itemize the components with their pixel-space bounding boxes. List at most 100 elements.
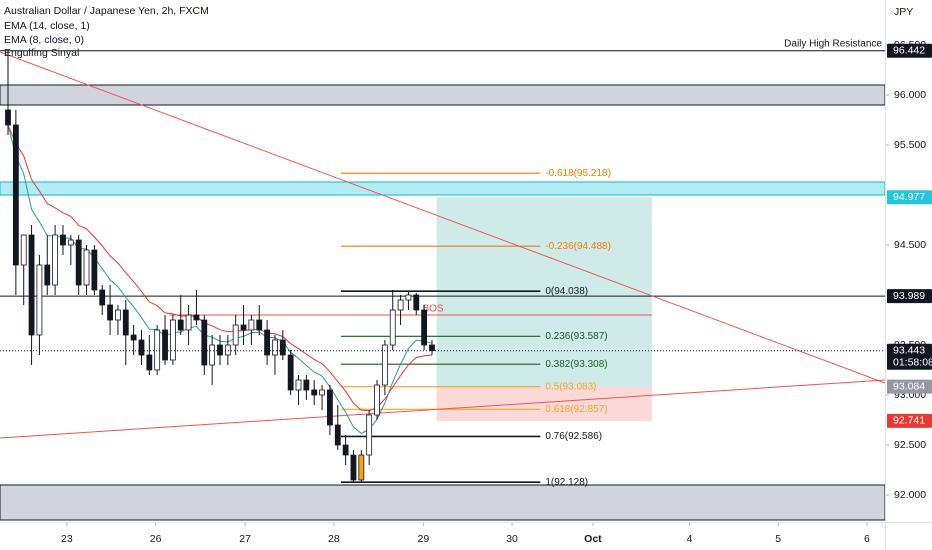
candle-body <box>287 354 294 391</box>
candle-body <box>201 319 208 366</box>
candle-body <box>374 384 380 416</box>
x-tick-label: 4 <box>687 533 693 545</box>
candle-body <box>130 334 137 341</box>
price-tag-label: 92.741 <box>893 415 925 427</box>
candle-body <box>12 124 19 266</box>
candle-body <box>107 304 113 321</box>
price-tag <box>887 190 932 205</box>
indicator-label: EMA (14, close, 1) <box>4 20 90 32</box>
candle-body <box>115 309 121 321</box>
candle-body <box>146 354 153 371</box>
trendline <box>0 379 886 439</box>
price-tag-label: 93.989 <box>893 290 925 302</box>
candle-body <box>28 234 35 336</box>
candle-body <box>319 389 325 396</box>
zone <box>0 484 886 521</box>
x-tick-label: 29 <box>417 533 429 545</box>
candle-body <box>217 344 223 356</box>
candle-body <box>358 454 365 481</box>
candle-body <box>91 249 98 291</box>
fib-label: 0.5(93.083) <box>545 381 596 392</box>
candle-body <box>169 319 176 361</box>
candle-body <box>279 339 286 356</box>
candle-body <box>248 319 255 331</box>
symbol-title: Australian Dollar / Japanese Yen, 2h, FX… <box>4 5 209 17</box>
candle-body <box>154 329 161 371</box>
fib-label: 0(94.038) <box>545 286 588 297</box>
candle-body <box>366 414 373 456</box>
y-tick-label: 96.000 <box>894 89 926 101</box>
candle-body <box>5 109 11 126</box>
fib-label: 0.618(92.857) <box>545 404 607 415</box>
candle-body <box>36 264 43 336</box>
candle-body <box>389 309 396 346</box>
ema-line <box>7 124 433 412</box>
indicator-label: EMA (8, close, 0) <box>4 34 84 46</box>
zone <box>0 181 886 196</box>
candle-body <box>60 234 66 246</box>
candle-body <box>327 389 333 426</box>
candle-body <box>350 454 357 481</box>
price-tag-label: 93.084 <box>893 380 925 392</box>
candle-body <box>224 344 231 356</box>
y-tick-label: 94.500 <box>894 239 926 251</box>
candle-body <box>67 239 74 246</box>
currency-label: JPY <box>894 6 913 18</box>
candle-body <box>303 379 310 391</box>
x-tick-label: 5 <box>775 533 781 545</box>
price-tag <box>887 43 932 58</box>
price-tag <box>887 289 932 304</box>
x-tick-label: 30 <box>506 533 518 545</box>
x-tick-label: 27 <box>239 533 251 545</box>
candle-body <box>295 379 302 391</box>
y-tick-label: 92.500 <box>894 439 926 451</box>
price-tag <box>887 343 932 370</box>
bos-label: BOS <box>422 304 443 315</box>
fib-label: -0.236(94.488) <box>545 241 611 252</box>
candle-body <box>177 319 184 331</box>
candle-body <box>429 344 435 352</box>
y-tick-label: 92.000 <box>894 489 926 501</box>
candle-body <box>240 324 247 331</box>
price-tag <box>887 379 932 394</box>
candle-body <box>334 424 341 446</box>
candle-body <box>75 239 82 286</box>
indicator-label: Engulfing Sinyal <box>4 47 79 59</box>
candle-body <box>44 264 51 286</box>
x-tick-label: 28 <box>328 533 340 545</box>
candle-body <box>122 309 129 336</box>
fib-label: 0.382(93.308) <box>545 359 607 370</box>
candle-body <box>232 324 239 346</box>
candle-body <box>413 294 420 311</box>
trendline <box>0 51 886 384</box>
candle-body <box>162 329 168 361</box>
candle-body <box>193 314 200 321</box>
candle-body <box>20 234 27 266</box>
candle-body <box>311 389 318 396</box>
x-tick-label: 6 <box>864 533 870 545</box>
x-tick-label: 23 <box>61 533 73 545</box>
x-tick-label: Oct <box>584 533 602 545</box>
candle-body <box>264 329 271 356</box>
candle-body <box>209 344 216 366</box>
y-tick-label: 95.500 <box>894 139 926 151</box>
fib-label: 1(92.128) <box>545 477 588 488</box>
price-tag-label: 94.977 <box>893 191 925 203</box>
candle-body <box>272 339 278 356</box>
candle-body <box>138 339 145 356</box>
candle-body <box>83 249 90 286</box>
fib-label: 0.76(92.586) <box>545 431 602 442</box>
countdown-label: 01:58:08 <box>893 356 932 368</box>
candle-body <box>381 344 388 386</box>
candle-body <box>397 299 404 311</box>
level-label: Daily High Resistance <box>784 38 882 49</box>
x-tick-label: 26 <box>150 533 162 545</box>
price-tag-label: 96.442 <box>893 45 925 57</box>
candle-body <box>256 319 263 331</box>
fib-label: 0.236(93.587) <box>545 331 607 342</box>
fib-label: -0.618(95.218) <box>545 168 611 179</box>
candle-body <box>405 294 412 301</box>
candle-body <box>52 234 59 286</box>
price-tag <box>887 413 932 428</box>
